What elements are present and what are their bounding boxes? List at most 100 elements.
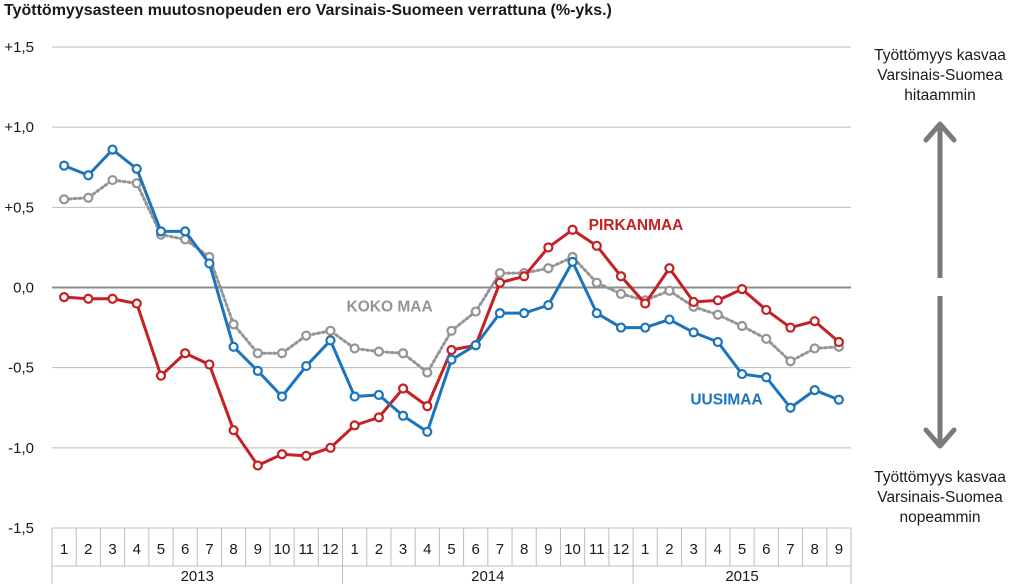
note-top: Työttömyys kasvaa Varsinais-Suomea hitaa… <box>855 46 1024 106</box>
data-point-pirkanmaa <box>688 296 699 308</box>
x-tick-label: 11 <box>298 541 314 558</box>
data-point-koko-maa <box>543 263 554 274</box>
data-point-koko-maa <box>107 174 118 186</box>
x-tick-label: 6 <box>762 541 770 558</box>
data-point-pirkanmaa <box>761 304 772 316</box>
arrow-down-head-icon <box>923 427 957 449</box>
x-tick-label: 7 <box>205 541 213 558</box>
series-label-koko-maa: KOKO MAA <box>347 299 433 316</box>
data-point-pirkanmaa <box>83 293 94 304</box>
data-point-uusimaa <box>325 335 336 346</box>
grid-group <box>52 46 851 529</box>
x-tick-label: 5 <box>738 541 746 558</box>
x-tick-label: 6 <box>181 541 189 558</box>
data-point-pirkanmaa <box>809 316 820 327</box>
data-point-uusimaa <box>59 160 70 171</box>
data-point-pirkanmaa <box>59 292 70 303</box>
x-tick-label: 8 <box>229 541 237 558</box>
x-tick-label: 4 <box>714 541 722 558</box>
data-point-pirkanmaa <box>494 277 506 288</box>
data-point-koko-maa <box>59 194 70 205</box>
x-tick-label: 10 <box>274 541 291 558</box>
data-point-koko-maa <box>252 348 263 359</box>
data-point-pirkanmaa <box>131 298 142 309</box>
data-point-pirkanmaa <box>736 284 748 295</box>
data-point-uusimaa <box>688 327 699 338</box>
data-point-uusimaa <box>785 402 796 413</box>
data-point-pirkanmaa <box>785 322 796 333</box>
data-point-uusimaa <box>83 170 94 181</box>
data-point-uusimaa <box>349 391 360 402</box>
x-tick-label: 11 <box>589 541 605 558</box>
data-point-pirkanmaa <box>107 293 118 304</box>
data-point-uusimaa <box>228 341 239 352</box>
x-tick-label: 3 <box>689 541 697 558</box>
data-point-koko-maa <box>615 288 627 300</box>
x-tick-label: 9 <box>254 541 262 558</box>
note-top-line-2: Varsinais-Suomea <box>877 67 1003 84</box>
note-top-line-1: Työttömyys kasvaa <box>874 47 1006 64</box>
y-tick-label: -0,5 <box>8 360 34 377</box>
data-point-pirkanmaa <box>349 420 360 431</box>
data-point-koko-maa <box>591 277 602 288</box>
series-line-koko-maa <box>62 178 841 374</box>
arrow-up-head-icon <box>923 121 957 143</box>
series-label-pirkanmaa: PIRKANMAA <box>589 217 684 234</box>
data-point-uusimaa <box>446 354 457 365</box>
series-line-uusimaa <box>63 148 840 434</box>
x-tick-label: 12 <box>613 541 630 558</box>
data-point-uusimaa <box>712 336 723 348</box>
data-point-pirkanmaa <box>301 450 312 461</box>
data-point-uusimaa <box>543 300 554 311</box>
x-tick-label: 2 <box>84 541 92 558</box>
data-point-uusimaa <box>276 391 288 402</box>
note-top-line-3: hitaammin <box>904 87 976 104</box>
data-point-pirkanmaa <box>155 370 167 381</box>
year-label: 2013 <box>181 568 214 585</box>
data-point-uusimaa <box>664 314 675 325</box>
data-point-pirkanmaa <box>615 271 627 282</box>
data-point-pirkanmaa <box>373 412 384 423</box>
x-tick-label: 9 <box>544 541 552 558</box>
data-point-pirkanmaa <box>228 425 239 436</box>
data-point-pirkanmaa <box>252 460 263 471</box>
data-point-pirkanmaa <box>591 240 602 251</box>
data-point-koko-maa <box>664 285 675 296</box>
data-point-pirkanmaa <box>325 442 336 453</box>
direction-arrow-group <box>923 121 957 449</box>
data-point-uusimaa <box>204 258 215 269</box>
x-tick-label: 10 <box>564 541 581 558</box>
x-tick-label: 8 <box>811 541 819 558</box>
series-group <box>59 144 844 471</box>
x-tick-label: 12 <box>322 541 339 558</box>
data-point-pirkanmaa <box>180 348 191 359</box>
data-point-koko-maa <box>785 356 796 367</box>
data-point-uusimaa <box>494 308 506 319</box>
data-point-koko-maa <box>712 309 723 320</box>
y-tick-label: -1,5 <box>8 520 34 537</box>
data-point-pirkanmaa <box>833 336 844 348</box>
data-point-pirkanmaa <box>276 449 288 460</box>
x-tick-label: 4 <box>133 541 141 558</box>
y-tick-label: +0,5 <box>4 199 34 216</box>
x-tick-label: 1 <box>350 541 358 558</box>
x-tick-label: 7 <box>786 541 794 558</box>
data-point-koko-maa <box>736 320 748 332</box>
data-point-uusimaa <box>736 368 748 380</box>
data-point-koko-maa <box>131 178 142 189</box>
data-point-pirkanmaa <box>397 383 409 394</box>
data-point-pirkanmaa <box>543 242 554 253</box>
data-point-pirkanmaa <box>664 263 675 274</box>
data-point-uusimaa <box>591 308 602 319</box>
data-point-uusimaa <box>809 385 820 396</box>
data-point-uusimaa <box>301 360 312 372</box>
data-point-koko-maa <box>325 325 336 336</box>
note-bottom-line-2: Varsinais-Suomea <box>877 489 1003 506</box>
data-point-uusimaa <box>397 410 409 421</box>
series-label-uusimaa: UUSIMAA <box>690 392 762 409</box>
y-tick-label: 0,0 <box>13 280 34 297</box>
data-point-koko-maa <box>470 306 481 317</box>
data-point-uusimaa <box>252 365 263 376</box>
data-point-uusimaa <box>107 144 118 155</box>
